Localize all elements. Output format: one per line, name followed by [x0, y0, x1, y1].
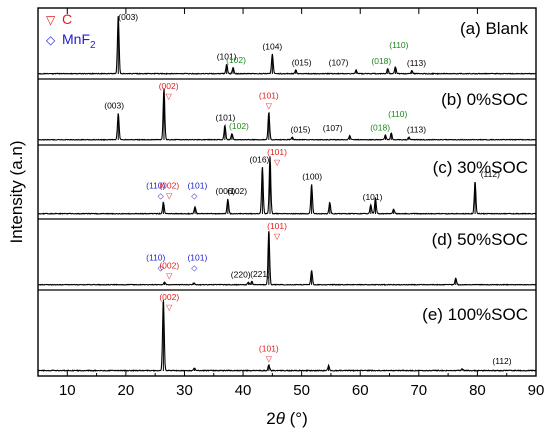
x-tick-label-10: 10 — [59, 382, 76, 399]
legend-symbol-0: ▽ — [46, 13, 56, 27]
peak-label-d-4: (221) — [250, 269, 270, 279]
pattern-line-a — [37, 16, 537, 75]
peak-label-c-6: (101) — [267, 147, 287, 157]
x-axis-ticks: 10 20 30 40 50 60 70 80 90 — [37, 8, 545, 399]
pattern-line-d — [37, 232, 537, 286]
peak-marker-e-0: ▽ — [166, 303, 173, 312]
peak-label-c-7: (100) — [302, 171, 322, 181]
peak-label-b-3: (102) — [229, 121, 249, 131]
x-tick-label-90: 90 — [528, 382, 545, 399]
legend-label-1: MnF2 — [62, 31, 96, 51]
peak-marker-c-6: ▽ — [274, 158, 281, 167]
legend-label-0: C — [62, 11, 72, 27]
peak-marker-c-0: ▽ — [166, 192, 173, 201]
peak-label-e-2: (112) — [492, 356, 511, 366]
peak-label-c-4: (102) — [227, 186, 247, 196]
peak-label-d-2: (101) — [187, 253, 207, 263]
peak-label-d-5: (101) — [267, 221, 287, 231]
peak-label-e-1: (101) — [259, 343, 279, 353]
peak-marker-e-1: ▽ — [266, 354, 273, 363]
x-tick-label-60: 60 — [352, 382, 369, 399]
peak-label-a-7: (110) — [389, 40, 408, 50]
panel-e: (e) 100%SOC(002)▽(101)▽ (112) — [37, 289, 537, 373]
peak-label-a-8: (113) — [407, 58, 426, 68]
x-tick-label-20: 20 — [118, 382, 135, 399]
peak-label-b-7: (018) — [370, 122, 390, 132]
pattern-line-b — [37, 88, 537, 141]
peak-label-c-5: (016) — [250, 154, 270, 164]
peak-label-b-8: (110) — [388, 109, 407, 119]
legend: ▽ C ◇ MnF2 — [46, 11, 96, 51]
peak-label-e-0: (002) — [159, 292, 179, 302]
panel-label-b: (b) 0%SOC — [441, 90, 528, 109]
peak-label-d-3: (220) — [231, 269, 251, 279]
panel-a: (a) Blank (003) (101)(102) (104) (015) (107) (… — [37, 12, 537, 75]
peak-label-b-9: (113) — [407, 124, 426, 134]
peak-label-c-0: (002) — [159, 181, 179, 191]
panel-b: (b) 0%SOC(003)(002)▽(101)(102)(101)▽(015… — [37, 78, 537, 141]
peak-label-b-6: (107) — [323, 123, 343, 133]
peak-label-d-1: (110) — [146, 253, 165, 263]
peak-label-b-5: (015) — [291, 124, 311, 134]
peak-label-c-2: (101) — [187, 180, 207, 190]
panel-label-d: (d) 50%SOC — [432, 230, 528, 249]
peak-marker-d-1: ◇ — [158, 264, 165, 273]
peak-label-a-4: (015) — [292, 58, 312, 68]
peak-label-c-3: (006) — [216, 186, 236, 196]
x-axis-label: 2θ (°) — [266, 409, 308, 428]
peak-label-a-5: (107) — [329, 58, 349, 68]
legend-symbol-1: ◇ — [46, 33, 56, 47]
pattern-line-c — [37, 156, 537, 215]
panel-label-e: (e) 100%SOC — [422, 305, 528, 324]
panel-label-a: (a) Blank — [460, 19, 529, 38]
x-tick-label-30: 30 — [176, 382, 193, 399]
x-tick-label-50: 50 — [293, 382, 310, 399]
peak-label-c-1: (110) — [146, 180, 165, 190]
peak-marker-d-5: ▽ — [274, 232, 281, 241]
peak-marker-b-1: ▽ — [166, 92, 173, 101]
y-axis-label: Intensity (a.n) — [7, 141, 26, 244]
peak-label-d-0: (002) — [159, 260, 179, 270]
peak-marker-c-1: ◇ — [158, 191, 165, 200]
peak-marker-d-0: ▽ — [166, 271, 173, 280]
peak-label-c-9: (112) — [481, 169, 500, 179]
peak-label-a-0: (003) — [118, 12, 138, 22]
peak-label-b-2: (101) — [216, 113, 236, 123]
peak-label-a-1: (101) — [217, 52, 237, 62]
peak-label-b-0: (003) — [104, 100, 124, 110]
panel-d: (d) 50%SOC(002)▽(110)◇(101)◇(220) (221)(1… — [37, 218, 537, 286]
peak-marker-d-2: ◇ — [191, 264, 198, 273]
peak-label-a-2: (102) — [226, 55, 246, 65]
peak-marker-c-2: ◇ — [191, 191, 198, 200]
peak-marker-b-4: ▽ — [266, 101, 273, 110]
panel-label-c: (c) 30%SOC — [433, 158, 528, 177]
x-tick-label-40: 40 — [235, 382, 252, 399]
peak-label-b-4: (101) — [259, 90, 279, 100]
peak-label-c-8: (101) — [363, 192, 383, 202]
plot-frame — [37, 7, 537, 377]
panel-c: (c) 30%SOC(002)▽(110)◇(101)◇ (006)(102)(0… — [37, 144, 537, 215]
peak-label-a-6: (018) — [371, 56, 391, 66]
peak-label-b-1: (002) — [159, 81, 179, 91]
peak-label-a-3: (104) — [262, 41, 282, 51]
x-tick-label-70: 70 — [410, 382, 427, 399]
pattern-line-e — [37, 302, 537, 373]
x-tick-label-80: 80 — [469, 382, 486, 399]
